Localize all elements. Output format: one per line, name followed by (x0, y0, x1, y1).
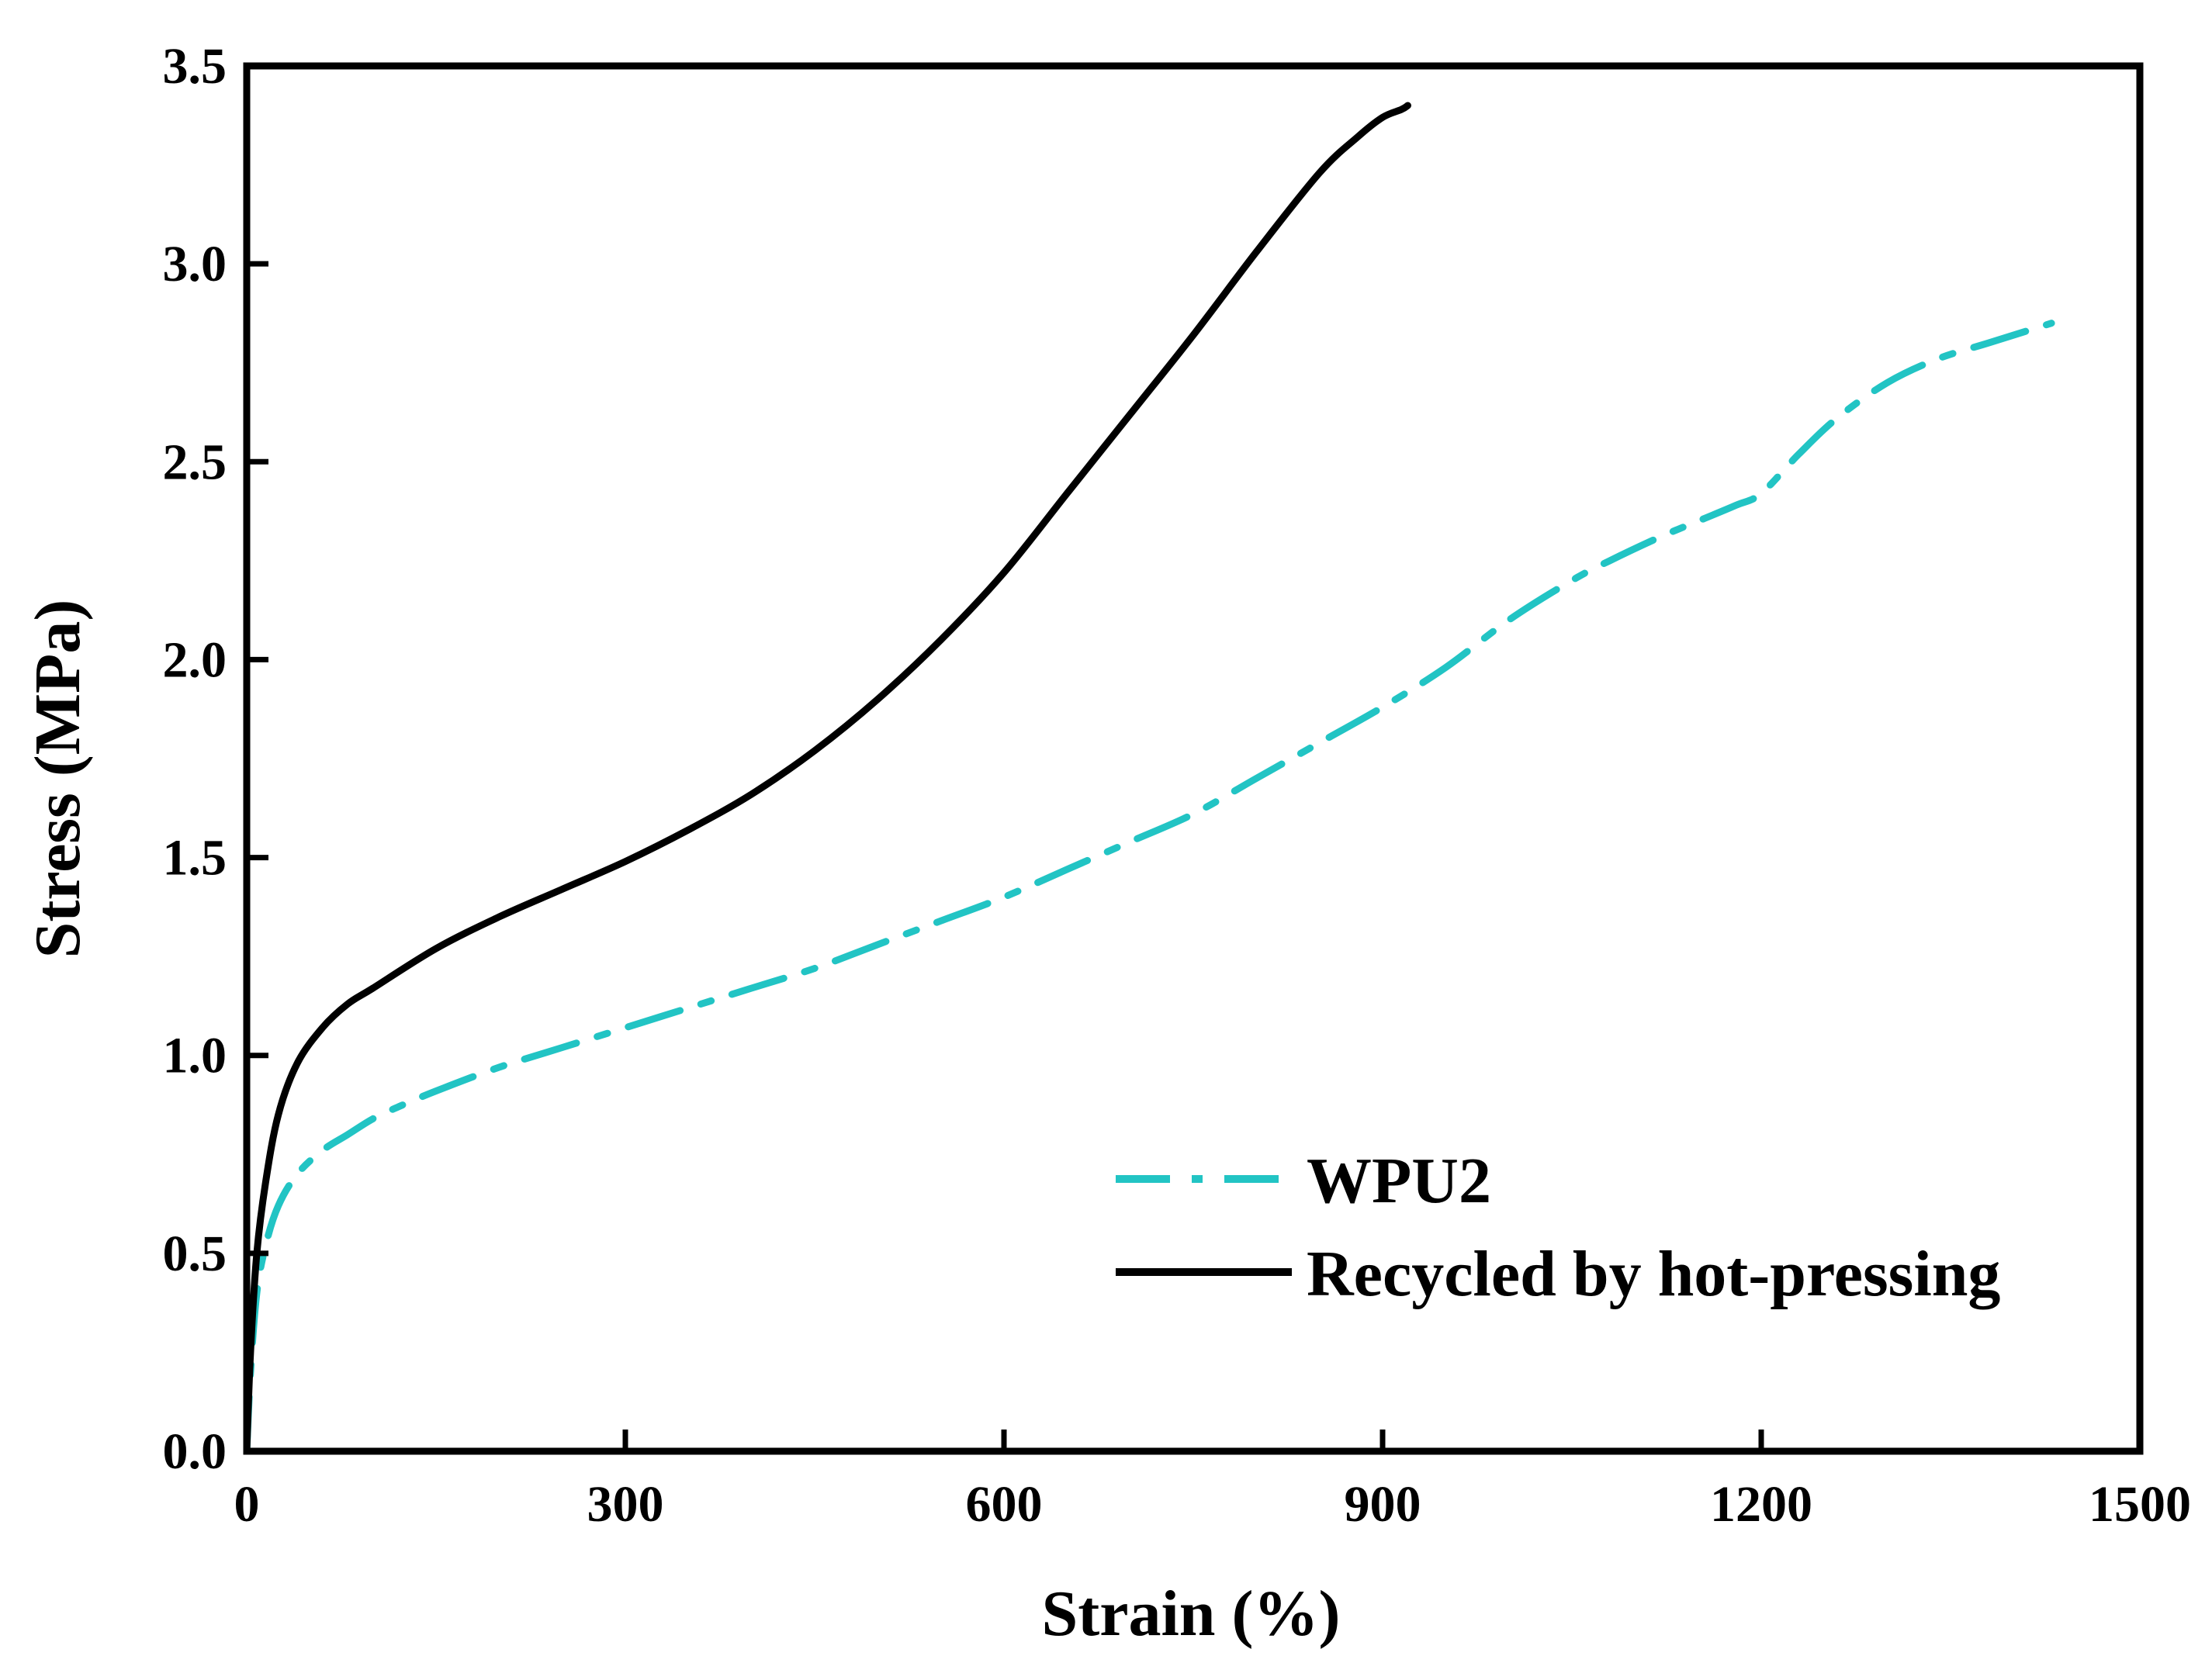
series-layer (243, 102, 2055, 1455)
y-tick-label: 2.0 (163, 631, 227, 688)
legend: WPU2 Recycled by hot-pressing (1116, 1145, 2000, 1310)
x-axis-title: Strain (%) (1042, 1578, 1341, 1650)
x-tick-label: 1500 (2089, 1476, 2191, 1533)
y-tick-label: 0.0 (163, 1423, 227, 1480)
y-tick-label: 1.5 (163, 830, 227, 887)
x-tick-label: 900 (1345, 1476, 1421, 1533)
plot-frame (243, 62, 2144, 1455)
series-line-recycled (243, 102, 1411, 1455)
x-tick-label: 300 (587, 1476, 664, 1533)
y-axis-title: Stress (MPa) (22, 600, 94, 959)
y-tick-label: 2.5 (163, 434, 227, 490)
series-line-wpu2 (243, 320, 2055, 1455)
x-tick-label: 0 (234, 1476, 260, 1533)
y-tick-label: 0.5 (163, 1226, 227, 1282)
y-tick-label: 3.5 (163, 38, 227, 95)
y-tick-label: 3.0 (163, 236, 227, 292)
x-tick-label: 1200 (1710, 1476, 1812, 1533)
x-tick-label: 600 (966, 1476, 1043, 1533)
y-tick-label: 1.0 (163, 1028, 227, 1084)
legend-label-recycled: Recycled by hot-pressing (1307, 1238, 2000, 1310)
ticks-layer: 0 300 600 900 1200 1500 0.0 0.5 1.0 1.5 2.0 2.5 3.0 3… (163, 38, 2192, 1533)
legend-label-wpu2: WPU2 (1307, 1145, 1491, 1217)
